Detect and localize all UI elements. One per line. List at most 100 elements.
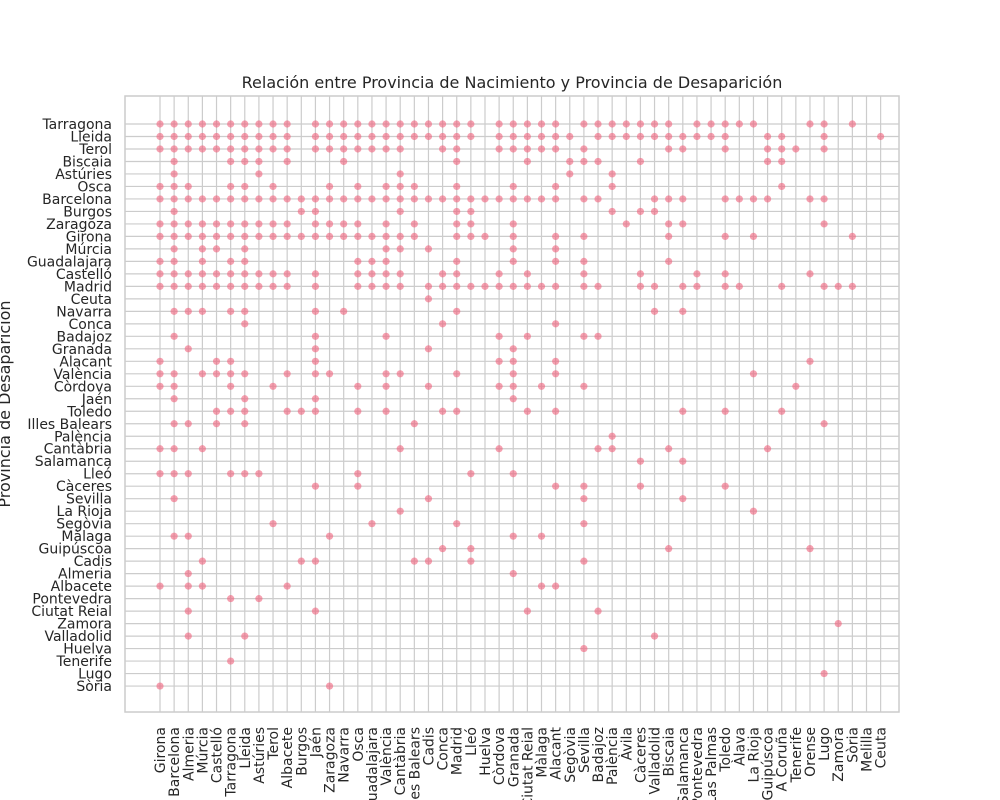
data-point xyxy=(396,445,404,453)
data-point xyxy=(170,445,178,453)
data-point xyxy=(311,120,320,128)
data-point xyxy=(269,120,277,128)
data-point xyxy=(340,145,348,153)
data-point xyxy=(255,195,263,203)
data-point xyxy=(594,282,602,290)
y-tick-label-ciutat-reial: Ciutat Reial xyxy=(31,604,112,620)
data-point xyxy=(156,282,164,290)
data-point xyxy=(311,370,320,378)
data-point xyxy=(340,157,348,166)
data-point xyxy=(255,220,263,228)
data-point xyxy=(354,407,362,415)
data-point xyxy=(537,195,546,203)
data-point xyxy=(241,282,249,290)
data-point xyxy=(382,120,390,128)
data-point xyxy=(297,207,305,216)
data-point xyxy=(283,282,291,290)
x-tick-label-orense: Orense xyxy=(803,727,819,777)
data-point xyxy=(509,470,517,478)
data-point xyxy=(227,357,235,365)
data-point xyxy=(749,232,758,241)
data-point xyxy=(227,382,235,390)
data-point xyxy=(184,607,192,615)
data-point xyxy=(693,270,701,278)
data-point xyxy=(580,495,588,503)
data-point xyxy=(679,457,687,465)
y-tick-label-conca: Conca xyxy=(69,317,113,333)
data-point xyxy=(495,132,503,141)
x-tick-label-tenerife: Tenerife xyxy=(789,727,805,783)
data-point xyxy=(608,445,616,453)
data-point xyxy=(340,307,348,315)
data-point xyxy=(594,157,602,166)
data-point xyxy=(255,232,263,241)
data-point xyxy=(184,145,192,153)
data-point xyxy=(636,482,645,490)
data-point xyxy=(820,282,828,290)
data-point xyxy=(509,345,517,353)
data-point xyxy=(537,382,546,390)
x-tick-label-lleo: Lleó xyxy=(464,727,480,756)
data-point xyxy=(241,145,249,153)
data-point xyxy=(156,132,164,141)
data-point xyxy=(453,182,461,191)
data-point xyxy=(580,644,588,653)
data-point xyxy=(495,270,503,278)
y-tick-label-madrid: Madrid xyxy=(64,279,112,295)
data-point xyxy=(552,257,560,265)
data-point xyxy=(453,207,461,216)
data-point xyxy=(721,482,729,490)
y-tick-label-asturies: Astúries xyxy=(55,167,112,183)
data-point xyxy=(636,120,645,128)
data-point xyxy=(665,145,673,153)
x-tick-label-castello: Castelló xyxy=(210,727,226,783)
data-point xyxy=(212,232,221,241)
data-point xyxy=(439,145,447,153)
data-point xyxy=(509,132,517,141)
y-tick-label-cadis: Cadis xyxy=(74,554,112,570)
data-point xyxy=(566,132,574,141)
data-point xyxy=(763,195,772,203)
data-point xyxy=(396,120,404,128)
data-point xyxy=(382,382,390,390)
data-point xyxy=(156,145,164,153)
data-point xyxy=(453,520,461,528)
data-point xyxy=(410,232,418,241)
x-tick-label-navarra: Navarra xyxy=(337,727,353,783)
data-point xyxy=(424,382,433,390)
data-point xyxy=(368,270,376,278)
data-point xyxy=(368,195,376,203)
y-tick-labels: TarragonaLleidaTerolBiscaiaAstúriesOscaB… xyxy=(27,117,113,695)
data-point xyxy=(184,532,192,540)
x-tick-label-ciutat-reial: Ciutat Reial xyxy=(520,727,536,800)
data-point xyxy=(552,232,560,241)
data-point xyxy=(537,532,546,540)
data-point xyxy=(848,232,856,241)
data-point xyxy=(198,557,206,565)
data-point xyxy=(170,270,178,278)
data-point xyxy=(679,407,687,415)
x-tick-label-toledo: Toledo xyxy=(718,727,734,773)
data-point xyxy=(227,282,235,290)
data-point xyxy=(467,207,475,216)
data-point xyxy=(156,220,164,228)
data-point xyxy=(806,357,814,365)
data-point xyxy=(269,220,277,228)
data-point xyxy=(410,120,418,128)
data-point xyxy=(156,470,164,478)
data-point xyxy=(212,220,221,228)
data-point xyxy=(622,132,630,141)
data-point xyxy=(537,132,546,141)
data-point xyxy=(382,245,390,253)
data-point xyxy=(721,407,729,415)
x-tick-label-alava: Àlava xyxy=(731,727,748,766)
y-tick-label-palencia: Palència xyxy=(54,429,112,445)
data-point xyxy=(650,307,659,315)
data-point xyxy=(227,145,235,153)
data-point xyxy=(354,470,362,478)
data-point xyxy=(792,145,800,153)
data-point xyxy=(424,495,433,503)
data-point xyxy=(636,270,645,278)
data-point xyxy=(636,457,645,465)
